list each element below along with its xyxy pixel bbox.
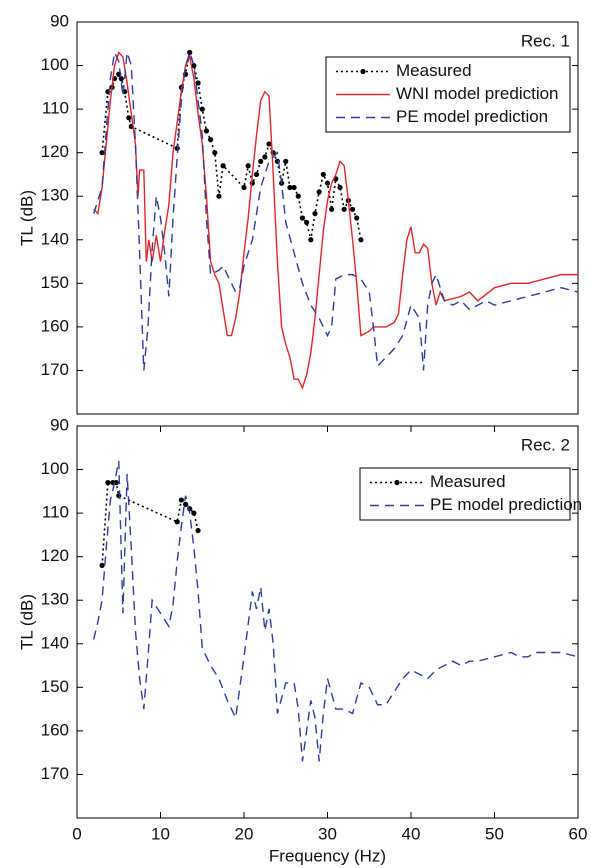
data-point xyxy=(245,163,251,169)
y-tick-label: 160 xyxy=(41,720,69,739)
legend-box xyxy=(359,467,571,521)
data-point xyxy=(329,206,335,212)
y-axis-label: TL (dB) xyxy=(17,190,36,246)
x-tick-label: 60 xyxy=(569,824,588,843)
data-point xyxy=(187,49,193,56)
y-tick-label: 120 xyxy=(41,546,69,565)
data-point xyxy=(358,237,364,243)
series-line xyxy=(93,460,579,762)
series-line xyxy=(93,50,579,371)
y-tick-label: 110 xyxy=(42,503,69,522)
data-point xyxy=(253,171,260,178)
legend-marker xyxy=(394,479,400,486)
data-point xyxy=(308,237,314,243)
data-point xyxy=(191,62,197,69)
x-tick-label: 40 xyxy=(402,824,421,843)
data-point xyxy=(203,128,210,134)
x-tick-label: 0 xyxy=(72,824,81,843)
data-point xyxy=(199,106,205,112)
y-tick-label: 110 xyxy=(42,99,69,118)
data-point xyxy=(191,510,197,516)
data-point xyxy=(195,80,201,86)
data-point xyxy=(291,184,297,191)
panel-title: Rec. 2 xyxy=(521,435,570,454)
legend-label: Measured xyxy=(430,472,506,491)
legend-label: WNI model prediction xyxy=(396,84,559,103)
data-point xyxy=(208,137,214,143)
data-point xyxy=(116,493,122,499)
data-point xyxy=(316,189,322,195)
y-tick-label: 150 xyxy=(41,677,69,696)
data-point xyxy=(262,154,268,160)
data-point xyxy=(99,562,105,568)
y-tick-label: 140 xyxy=(41,229,69,248)
data-point xyxy=(299,215,306,221)
data-point xyxy=(266,141,272,147)
y-tick-label: 90 xyxy=(50,415,69,434)
data-point xyxy=(212,150,218,156)
legend-marker xyxy=(360,68,366,75)
data-point xyxy=(320,171,326,178)
data-point xyxy=(287,184,293,191)
x-axis-label: Frequency (Hz) xyxy=(269,846,386,865)
data-point xyxy=(349,206,356,212)
data-point xyxy=(304,219,310,225)
data-point xyxy=(118,76,124,82)
data-point xyxy=(195,527,201,534)
legend-label: Measured xyxy=(396,61,472,80)
y-tick-label: 120 xyxy=(41,142,69,161)
data-point xyxy=(283,158,289,164)
data-point xyxy=(174,519,180,525)
y-tick-label: 160 xyxy=(41,316,69,335)
y-tick-label: 130 xyxy=(41,186,69,205)
x-tick-label: 10 xyxy=(151,824,170,843)
y-tick-label: 140 xyxy=(41,633,69,652)
panel-title: Rec. 1 xyxy=(521,31,570,50)
data-point xyxy=(324,180,331,186)
legend-label: PE model prediction xyxy=(430,495,582,514)
y-tick-label: 90 xyxy=(50,11,69,30)
y-tick-label: 100 xyxy=(41,55,69,74)
data-point xyxy=(99,150,105,156)
y-tick-label: 150 xyxy=(41,273,69,292)
x-tick-label: 30 xyxy=(318,824,337,843)
y-axis-label: TL (dB) xyxy=(17,594,36,650)
data-point xyxy=(182,501,189,507)
data-point xyxy=(258,158,264,164)
series-line xyxy=(93,51,578,390)
data-point xyxy=(337,184,343,191)
data-point xyxy=(241,184,247,191)
x-tick-label: 50 xyxy=(485,824,504,843)
x-tick-label: 20 xyxy=(235,824,254,843)
data-point xyxy=(341,206,347,212)
data-point xyxy=(295,193,301,199)
y-tick-label: 170 xyxy=(41,360,69,379)
data-point xyxy=(105,480,111,486)
legend-label: PE model prediction xyxy=(396,107,548,126)
data-point xyxy=(354,215,360,221)
data-point xyxy=(220,163,226,169)
y-tick-label: 170 xyxy=(41,764,69,783)
y-tick-label: 100 xyxy=(41,459,69,478)
y-tick-label: 130 xyxy=(41,590,69,609)
data-point xyxy=(216,193,222,199)
data-point xyxy=(178,497,184,503)
data-point xyxy=(312,211,318,217)
data-point xyxy=(126,115,132,121)
